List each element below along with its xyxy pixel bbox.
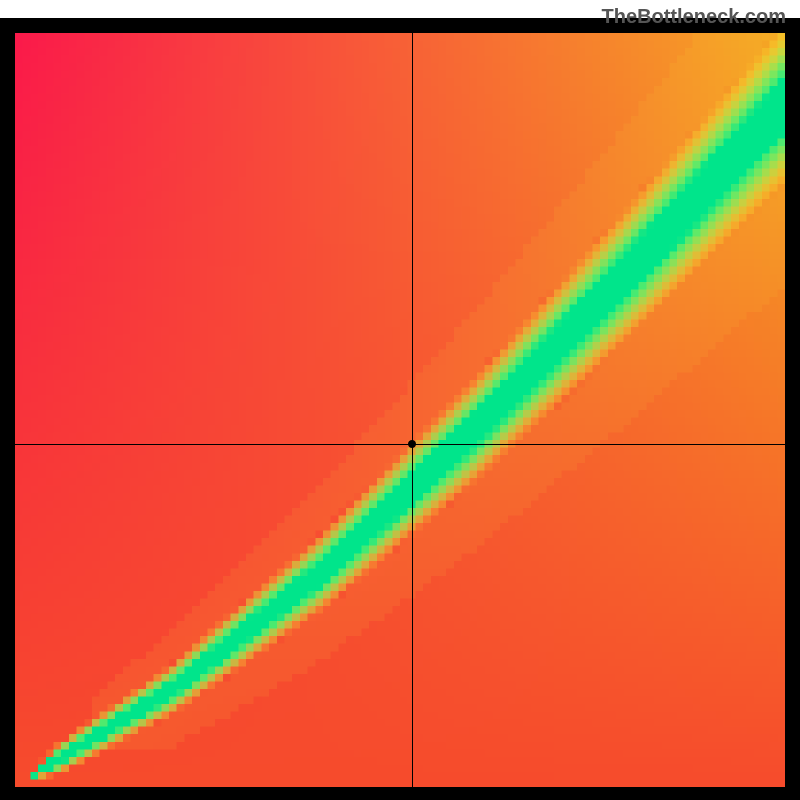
watermark-text: TheBottleneck.com [602, 6, 786, 29]
crosshair-horizontal [15, 444, 785, 445]
crosshair-vertical [412, 33, 413, 787]
bottleneck-heatmap [0, 18, 800, 800]
heatmap-canvas [15, 33, 785, 787]
crosshair-marker [408, 440, 416, 448]
